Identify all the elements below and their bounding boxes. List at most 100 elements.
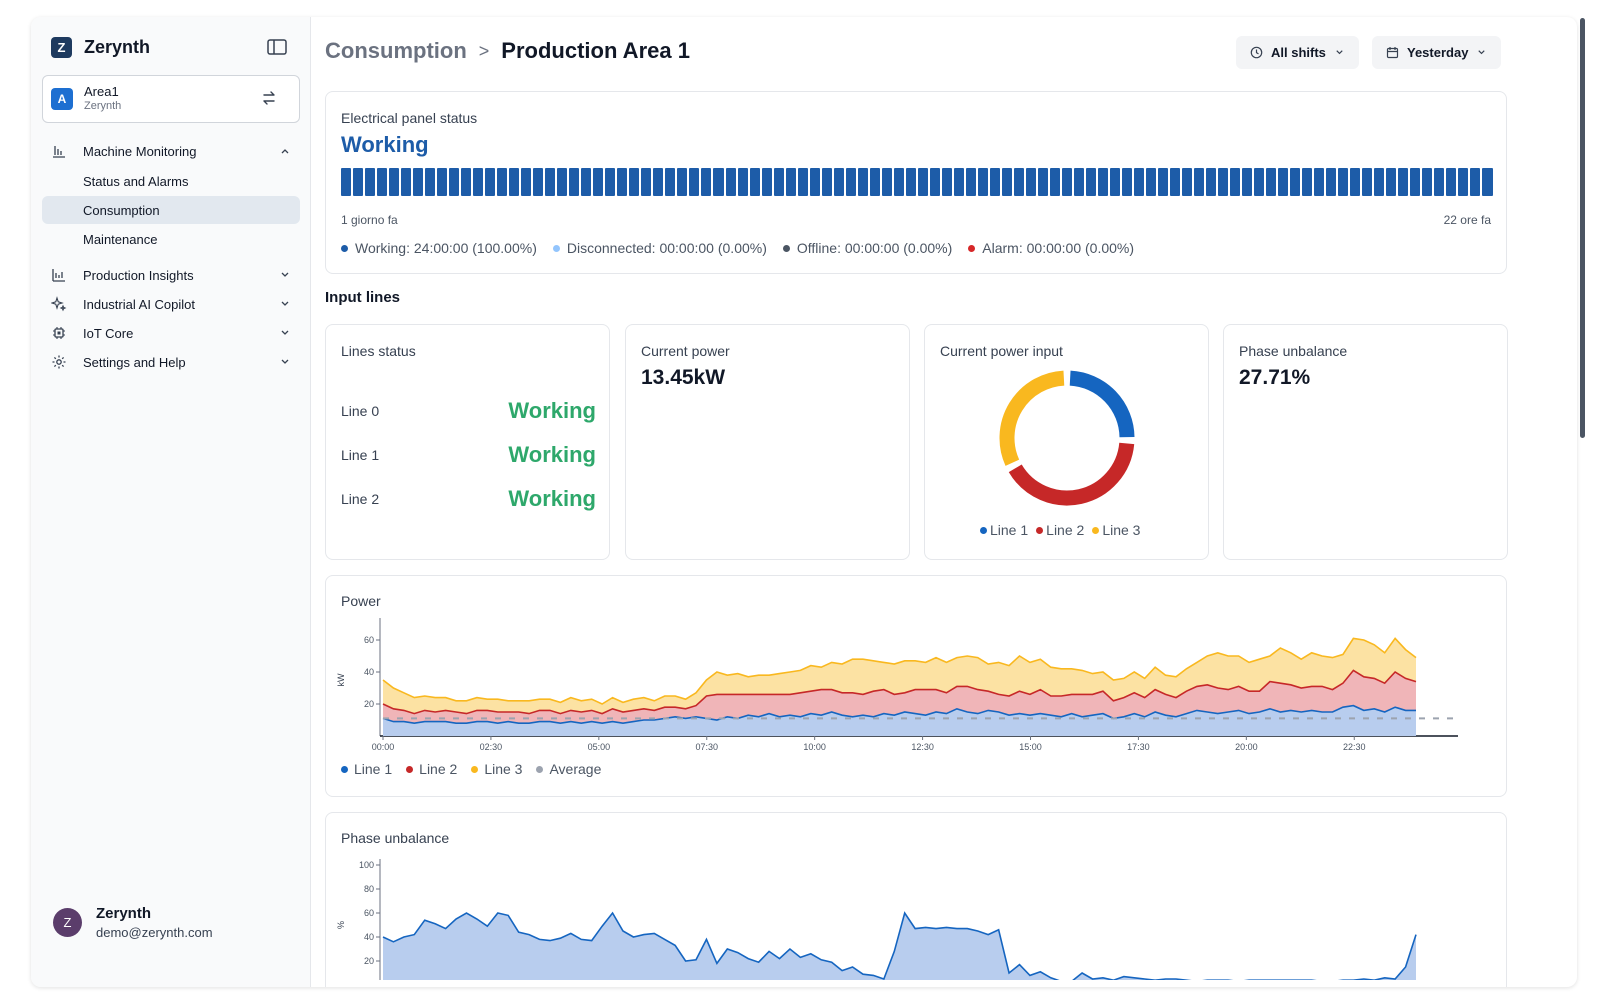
status-segment[interactable] bbox=[761, 168, 772, 196]
breadcrumb-parent[interactable]: Consumption bbox=[325, 38, 467, 63]
status-segment[interactable] bbox=[1374, 168, 1385, 196]
status-segment[interactable] bbox=[1061, 168, 1072, 196]
status-segment[interactable] bbox=[653, 168, 664, 196]
status-segment[interactable] bbox=[1266, 168, 1277, 196]
status-segment[interactable] bbox=[1073, 168, 1084, 196]
status-segment[interactable] bbox=[641, 168, 652, 196]
status-segment[interactable] bbox=[1290, 168, 1301, 196]
status-segment[interactable] bbox=[917, 168, 928, 196]
status-segment[interactable] bbox=[425, 168, 436, 196]
status-segment[interactable] bbox=[533, 168, 544, 196]
sidebar-item-production-insights[interactable]: Production Insights bbox=[51, 261, 291, 289]
power-area-chart[interactable]: 20 40 60 kW 00:00 02:30 05:00 07:30 10:00 12:30 15… bbox=[334, 616, 1484, 756]
sidebar-item-settings-help[interactable]: Settings and Help bbox=[51, 348, 291, 376]
status-segment[interactable] bbox=[1434, 168, 1445, 196]
switch-arrows-icon[interactable] bbox=[261, 90, 277, 106]
status-timeline[interactable] bbox=[341, 168, 1493, 196]
status-segment[interactable] bbox=[1218, 168, 1229, 196]
status-segment[interactable] bbox=[665, 168, 676, 196]
sidebar-item-machine-monitoring[interactable]: Machine Monitoring bbox=[51, 137, 291, 165]
status-segment[interactable] bbox=[1146, 168, 1157, 196]
status-segment[interactable] bbox=[1085, 168, 1096, 196]
status-segment[interactable] bbox=[1182, 168, 1193, 196]
status-segment[interactable] bbox=[1410, 168, 1421, 196]
status-segment[interactable] bbox=[341, 168, 352, 196]
status-segment[interactable] bbox=[1230, 168, 1241, 196]
sidebar-item-iot-core[interactable]: IoT Core bbox=[51, 319, 291, 347]
status-segment[interactable] bbox=[413, 168, 424, 196]
status-segment[interactable] bbox=[1097, 168, 1108, 196]
sidebar-item-consumption[interactable]: Consumption bbox=[42, 196, 300, 224]
status-segment[interactable] bbox=[1278, 168, 1289, 196]
phase-unbalance-area-chart[interactable]: 20 40 60 80 100% bbox=[334, 855, 1484, 980]
status-segment[interactable] bbox=[581, 168, 592, 196]
status-segment[interactable] bbox=[449, 168, 460, 196]
status-segment[interactable] bbox=[965, 168, 976, 196]
status-segment[interactable] bbox=[1001, 168, 1012, 196]
status-segment[interactable] bbox=[1013, 168, 1024, 196]
status-segment[interactable] bbox=[1194, 168, 1205, 196]
sidebar-toggle-icon[interactable] bbox=[267, 39, 287, 55]
status-segment[interactable] bbox=[749, 168, 760, 196]
status-segment[interactable] bbox=[833, 168, 844, 196]
status-segment[interactable] bbox=[1110, 168, 1121, 196]
status-segment[interactable] bbox=[785, 168, 796, 196]
status-segment[interactable] bbox=[701, 168, 712, 196]
status-segment[interactable] bbox=[809, 168, 820, 196]
status-segment[interactable] bbox=[1134, 168, 1145, 196]
status-segment[interactable] bbox=[1386, 168, 1397, 196]
status-segment[interactable] bbox=[365, 168, 376, 196]
status-segment[interactable] bbox=[629, 168, 640, 196]
status-segment[interactable] bbox=[557, 168, 568, 196]
status-segment[interactable] bbox=[737, 168, 748, 196]
status-segment[interactable] bbox=[821, 168, 832, 196]
status-segment[interactable] bbox=[857, 168, 868, 196]
status-segment[interactable] bbox=[401, 168, 412, 196]
status-segment[interactable] bbox=[1470, 168, 1481, 196]
status-segment[interactable] bbox=[1326, 168, 1337, 196]
status-segment[interactable] bbox=[893, 168, 904, 196]
status-segment[interactable] bbox=[473, 168, 484, 196]
status-segment[interactable] bbox=[845, 168, 856, 196]
shift-filter-button[interactable]: All shifts bbox=[1236, 36, 1359, 69]
status-segment[interactable] bbox=[1037, 168, 1048, 196]
status-segment[interactable] bbox=[1158, 168, 1169, 196]
status-segment[interactable] bbox=[569, 168, 580, 196]
status-segment[interactable] bbox=[1314, 168, 1325, 196]
status-segment[interactable] bbox=[1242, 168, 1253, 196]
status-segment[interactable] bbox=[797, 168, 808, 196]
status-segment[interactable] bbox=[881, 168, 892, 196]
status-segment[interactable] bbox=[593, 168, 604, 196]
status-segment[interactable] bbox=[1170, 168, 1181, 196]
sidebar-item-status-alarms[interactable]: Status and Alarms bbox=[83, 173, 189, 189]
status-segment[interactable] bbox=[1338, 168, 1349, 196]
scrollbar[interactable] bbox=[1580, 18, 1585, 438]
status-segment[interactable] bbox=[485, 168, 496, 196]
area-selector[interactable]: A Area1 Zerynth bbox=[42, 75, 300, 123]
status-segment[interactable] bbox=[869, 168, 880, 196]
status-segment[interactable] bbox=[1482, 168, 1493, 196]
status-segment[interactable] bbox=[509, 168, 520, 196]
status-segment[interactable] bbox=[1362, 168, 1373, 196]
status-segment[interactable] bbox=[941, 168, 952, 196]
sidebar-item-industrial-ai[interactable]: Industrial AI Copilot bbox=[51, 290, 291, 318]
user-profile[interactable]: Z Zerynth demo@zerynth.com bbox=[53, 905, 213, 940]
status-segment[interactable] bbox=[1122, 168, 1133, 196]
status-segment[interactable] bbox=[677, 168, 688, 196]
status-segment[interactable] bbox=[773, 168, 784, 196]
status-segment[interactable] bbox=[1422, 168, 1433, 196]
status-segment[interactable] bbox=[989, 168, 1000, 196]
status-segment[interactable] bbox=[1049, 168, 1060, 196]
status-segment[interactable] bbox=[605, 168, 616, 196]
status-segment[interactable] bbox=[725, 168, 736, 196]
status-segment[interactable] bbox=[689, 168, 700, 196]
status-segment[interactable] bbox=[389, 168, 400, 196]
status-segment[interactable] bbox=[1446, 168, 1457, 196]
status-segment[interactable] bbox=[617, 168, 628, 196]
status-segment[interactable] bbox=[521, 168, 532, 196]
status-segment[interactable] bbox=[1302, 168, 1313, 196]
status-segment[interactable] bbox=[905, 168, 916, 196]
status-segment[interactable] bbox=[1350, 168, 1361, 196]
sidebar-item-maintenance[interactable]: Maintenance bbox=[83, 231, 158, 247]
status-segment[interactable] bbox=[1458, 168, 1469, 196]
